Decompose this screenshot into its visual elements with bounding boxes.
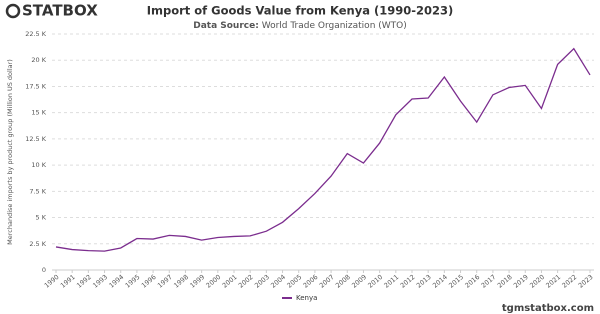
x-tick-label: 2008: [334, 273, 352, 290]
x-tick-label: 2017: [480, 273, 498, 290]
x-tick-label: 2012: [399, 273, 417, 290]
x-tick-label: 1997: [156, 273, 174, 290]
x-tick-label: 2014: [431, 273, 449, 290]
y-axis-label: Merchandise imports by product group (Mi…: [6, 59, 14, 245]
y-tick-label: 15 K: [31, 109, 46, 117]
x-tick-label: 2006: [302, 273, 320, 290]
y-tick-label: 22.5 K: [25, 30, 47, 38]
x-tick-label: 2016: [463, 273, 481, 290]
chart-title: Import of Goods Value from Kenya (1990-2…: [147, 4, 454, 18]
footer: tgmstatbox.com: [502, 303, 594, 314]
data-line: [55, 47, 591, 252]
x-tick-label: 2013: [415, 273, 433, 290]
y-tick-label: 12.5 K: [25, 135, 47, 143]
subtitle-text: World Trade Organization (WTO): [262, 21, 407, 31]
legend-label: Kenya: [296, 294, 317, 302]
x-tick-label: 2011: [383, 273, 401, 290]
y-tick-label: 0: [42, 266, 46, 274]
brand: STATBOX: [22, 2, 98, 20]
x-tick-label: 2005: [285, 273, 303, 290]
x-tick-label: 2007: [318, 273, 336, 290]
logo: STATBOX: [5, 2, 98, 20]
x-tick-label: 2003: [253, 273, 271, 290]
x-tick-label: 2021: [544, 273, 562, 290]
y-tick-label: 10 K: [31, 161, 46, 169]
x-tick-label: 1996: [140, 273, 158, 290]
x-tick-label: 2019: [512, 273, 530, 290]
x-tick-label: 2023: [577, 273, 595, 290]
x-tick-label: 1990: [43, 273, 61, 290]
x-tick-label: 2020: [528, 273, 546, 290]
y-tick-label: 17.5 K: [25, 82, 47, 90]
logo-icon: [5, 3, 21, 19]
x-tick-label: 2009: [350, 273, 368, 290]
x-tick-label: 1992: [75, 273, 93, 290]
subtitle: Data Source: World Trade Organization (W…: [193, 21, 407, 31]
y-tick-label: 2.5 K: [29, 240, 46, 248]
y-tick-label: 7.5 K: [29, 187, 46, 195]
x-tick-label: 2001: [221, 273, 239, 290]
x-tick-label: 2022: [561, 273, 579, 290]
x-tick-label: 1998: [172, 273, 190, 290]
x-tick-label: 1999: [188, 273, 206, 290]
y-tick-label: 5 K: [36, 214, 47, 222]
x-tick-label: 1991: [59, 273, 77, 290]
x-tick-label: 2010: [366, 273, 384, 290]
x-tick-label: 1993: [91, 273, 109, 290]
x-tick-label: 2002: [237, 273, 255, 290]
x-tick-label: 1995: [124, 273, 142, 290]
x-tick-label: 2015: [447, 273, 465, 290]
subtitle-label: Data Source:: [193, 21, 259, 31]
x-tick-label: 1994: [107, 273, 125, 290]
x-tick-label: 2000: [205, 273, 223, 290]
y-tick-label: 20 K: [31, 56, 46, 64]
x-tick-label: 2018: [496, 273, 514, 290]
x-tick-label: 2004: [269, 273, 287, 290]
